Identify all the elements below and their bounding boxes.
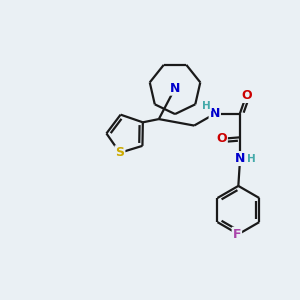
Text: O: O bbox=[216, 132, 227, 145]
Text: N: N bbox=[170, 82, 180, 95]
Text: N: N bbox=[210, 107, 220, 120]
Text: H: H bbox=[202, 100, 211, 110]
Text: F: F bbox=[232, 228, 241, 241]
Text: S: S bbox=[116, 146, 124, 159]
Text: H: H bbox=[247, 154, 255, 164]
Text: N: N bbox=[235, 152, 245, 165]
Text: O: O bbox=[241, 89, 252, 102]
